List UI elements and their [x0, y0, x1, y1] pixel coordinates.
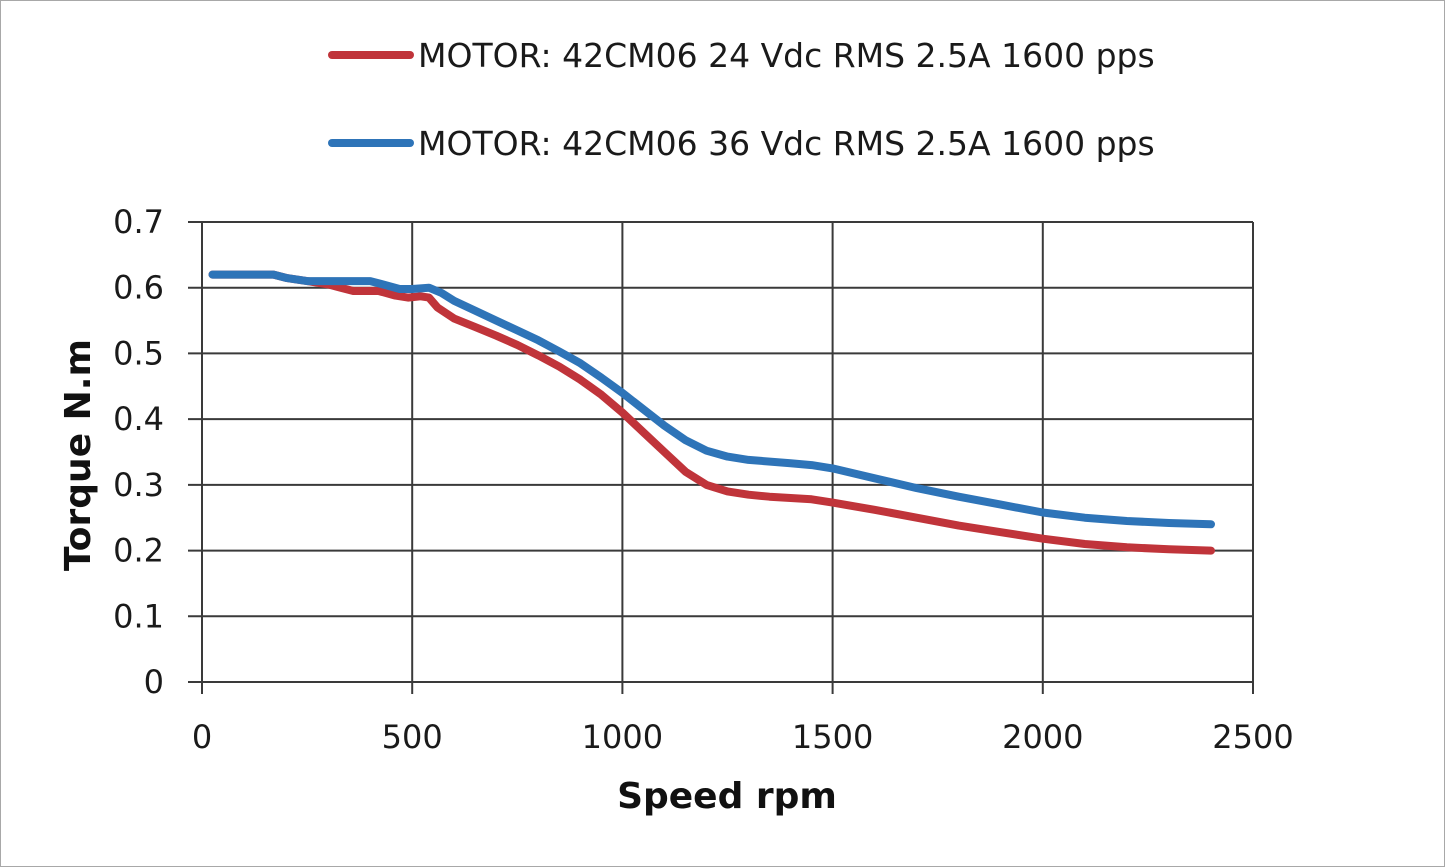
legend-label-2: MOTOR: 42CM06 36 Vdc RMS 2.5A 1600 pps [418, 124, 1155, 163]
y-axis-title: Torque N.m [58, 339, 99, 571]
x-axis-ticks: 0 500 1000 1500 2000 2500 [192, 718, 1294, 756]
y-tick-label: 0.6 [113, 269, 164, 307]
x-tick-label: 1000 [582, 718, 663, 756]
legend: MOTOR: 42CM06 24 Vdc RMS 2.5A 1600 pps MO… [328, 36, 1155, 163]
legend-label-1: MOTOR: 42CM06 24 Vdc RMS 2.5A 1600 pps [418, 36, 1155, 75]
y-tick-label: 0.7 [113, 203, 164, 241]
y-tick-label: 0.4 [113, 400, 164, 438]
x-tick-label: 1500 [792, 718, 873, 756]
series-line-1 [208, 270, 1215, 555]
y-axis-ticks: 0 0.1 0.2 0.3 0.4 0.5 0.6 0.7 [113, 203, 164, 701]
y-tick-label: 0.2 [113, 532, 164, 570]
series-line-2 [208, 270, 1215, 529]
y-tick-label: 0.5 [113, 334, 164, 372]
y-tick-label: 0.1 [113, 597, 164, 635]
y-tick-label: 0.3 [113, 466, 164, 504]
x-tick-label: 500 [382, 718, 443, 756]
x-tick-label: 0 [192, 718, 212, 756]
x-axis-title: Speed rpm [617, 776, 837, 817]
series-lines [208, 270, 1215, 555]
y-tick-label: 0 [144, 663, 164, 701]
x-tick-label: 2000 [1002, 718, 1083, 756]
x-tick-label: 2500 [1212, 718, 1293, 756]
